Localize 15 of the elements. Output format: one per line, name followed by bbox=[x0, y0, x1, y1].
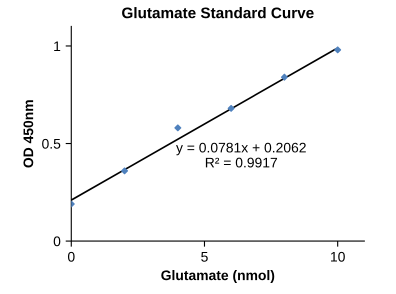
y-tick-label: 0 bbox=[54, 236, 60, 246]
x-tick-label: 10 bbox=[331, 252, 345, 262]
point bbox=[174, 124, 182, 132]
annotation: y = 0.0781x + 0.2062 R² = 0.9917 bbox=[176, 142, 306, 168]
y-tick-label: 1 bbox=[54, 41, 60, 52]
chart-title: Glutamate Standard Curve bbox=[122, 7, 314, 18]
point bbox=[121, 167, 128, 174]
x-tick-label: 5 bbox=[201, 252, 208, 262]
y-axis-title: OD 450nm bbox=[23, 100, 34, 168]
point bbox=[280, 74, 288, 81]
x-tick-label: 0 bbox=[68, 252, 75, 262]
point bbox=[334, 46, 342, 54]
y-tick-label: 0.5 bbox=[42, 138, 60, 149]
x-axis-title: Glutamate (nmol) bbox=[161, 270, 274, 283]
point bbox=[228, 104, 235, 112]
